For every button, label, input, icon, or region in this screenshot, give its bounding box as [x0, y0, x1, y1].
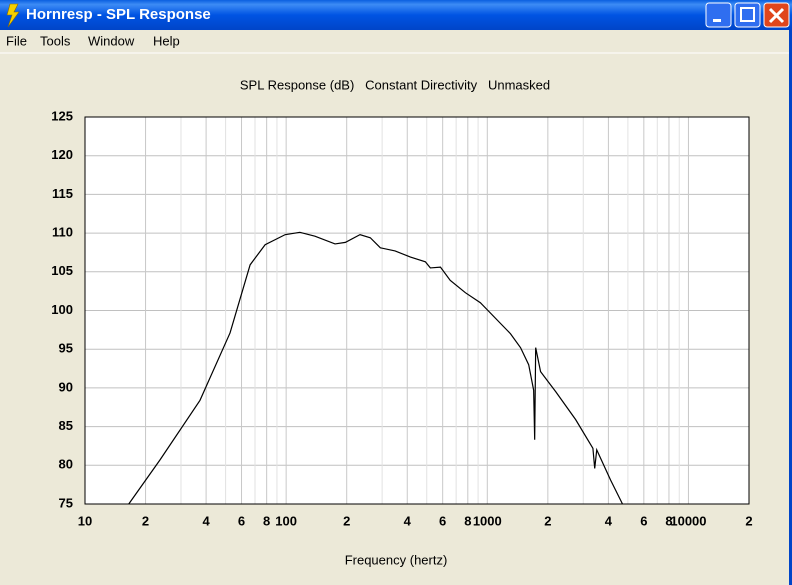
- x-tick-label: 8: [464, 513, 471, 528]
- x-axis-label: Frequency (hertz): [345, 552, 448, 567]
- y-tick-label: 110: [52, 225, 73, 240]
- spl-curve: [128, 231, 624, 505]
- menu-item[interactable]: Window: [88, 33, 135, 48]
- x-tick-label: 100: [275, 513, 297, 528]
- menu-item[interactable]: Help: [153, 33, 180, 48]
- x-tick-label: 4: [202, 513, 210, 528]
- y-tick-label: 75: [59, 495, 73, 510]
- x-tick-label: 1000: [473, 513, 502, 528]
- x-tick-label: 2: [544, 513, 551, 528]
- x-tick-label: 2: [343, 513, 350, 528]
- x-tick-label: 10000: [670, 513, 706, 528]
- y-tick-label: 80: [59, 457, 73, 472]
- title-bar: [0, 0, 792, 30]
- maximize-button[interactable]: [734, 2, 761, 28]
- menu-item[interactable]: File: [6, 33, 27, 48]
- x-tick-label: 6: [238, 513, 245, 528]
- y-tick-label: 125: [51, 108, 73, 123]
- x-tick-label: 10: [78, 513, 92, 528]
- y-tick-label: 120: [51, 147, 73, 162]
- chart-title: SPL Response (dB) Constant Directivity U…: [240, 77, 550, 92]
- app-icon: [6, 3, 20, 28]
- y-tick-label: 115: [52, 186, 73, 201]
- close-icon: [768, 7, 785, 24]
- x-tick-label: 4: [605, 513, 613, 528]
- x-tick-label: 6: [439, 513, 446, 528]
- x-tick-label: 2: [745, 513, 752, 528]
- x-tick-label: 4: [404, 513, 412, 528]
- x-tick-label: 2: [142, 513, 149, 528]
- menu-item[interactable]: Tools: [40, 33, 71, 48]
- window-border: [789, 30, 792, 585]
- y-tick-label: 95: [59, 341, 73, 356]
- x-tick-label: 6: [640, 513, 647, 528]
- plot-frame: [84, 116, 750, 505]
- maximize-icon: [740, 7, 755, 22]
- y-tick-label: 100: [51, 302, 73, 317]
- minimize-button[interactable]: [705, 2, 732, 28]
- x-tick-label: 8: [263, 513, 270, 528]
- y-tick-label: 105: [51, 263, 73, 278]
- x-tick-label: 8: [665, 513, 672, 528]
- window-title: Hornresp - SPL Response: [26, 6, 211, 23]
- y-tick-label: 90: [59, 379, 73, 394]
- minimize-icon: [713, 19, 721, 22]
- y-tick-label: 85: [59, 418, 73, 433]
- menu-bar: [0, 30, 792, 53]
